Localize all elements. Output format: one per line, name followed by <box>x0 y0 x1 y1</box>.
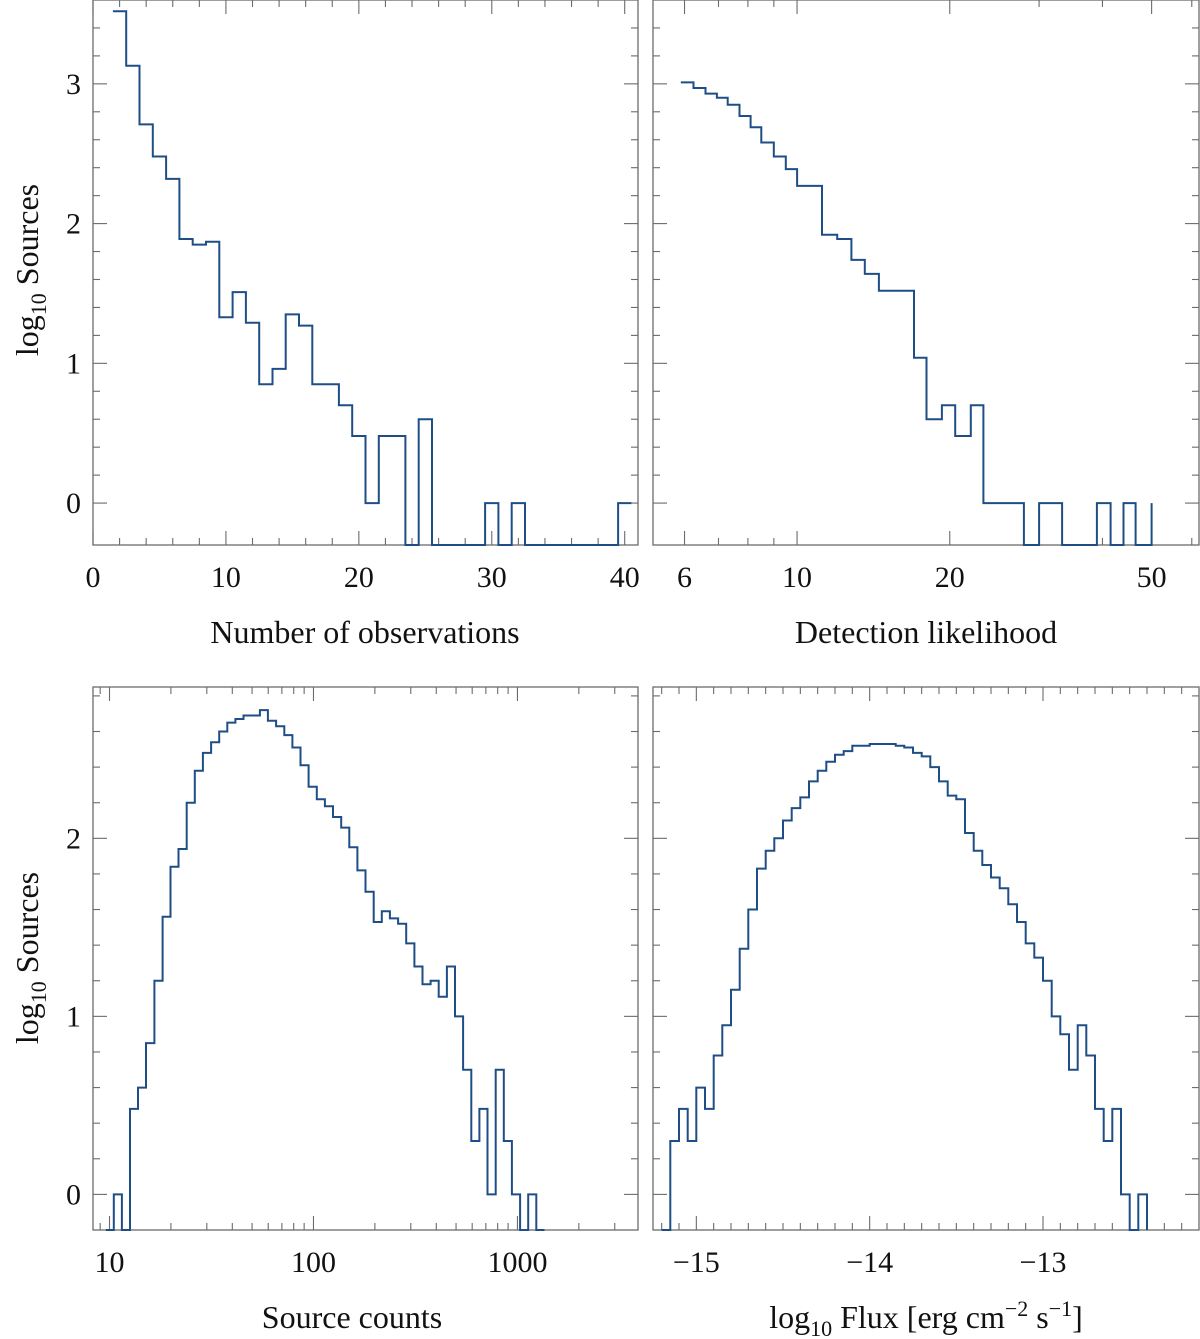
x-tick-label: −15 <box>673 1246 720 1279</box>
x-tick-label: 6 <box>677 561 692 594</box>
y-axis-label: log10 Sources <box>9 184 51 356</box>
plot-frame <box>652 0 1200 546</box>
y-tick-label: 1 <box>66 1000 81 1033</box>
histogram-line <box>105 709 545 1231</box>
x-tick-label: 0 <box>86 561 101 594</box>
panel-source-counts: 10 100 1000 0 1 2 Source counts log10 Sources <box>9 686 639 1335</box>
x-axis-label: Number of observations <box>210 614 519 650</box>
x-axis-label: Detection likelihood <box>795 614 1057 650</box>
tick-labels: 10 100 1000 0 1 2 <box>66 822 547 1279</box>
plot-frame <box>652 686 1200 1231</box>
panel-flux: −15 −14 −13 log10 Flux [erg cm−2 s−1] <box>652 686 1200 1339</box>
x-axis-label: Source counts <box>262 1299 442 1335</box>
y-tick-label: 2 <box>66 822 81 855</box>
axis-ticks <box>653 0 1199 545</box>
x-axis-label: log10 Flux [erg cm−2 s−1] <box>769 1296 1083 1339</box>
plot-frame <box>92 686 639 1231</box>
axis-ticks <box>93 687 638 1230</box>
x-tick-label: 10 <box>782 561 812 594</box>
x-tick-label: 100 <box>291 1246 336 1279</box>
x-tick-label: 40 <box>610 561 640 594</box>
x-tick-label: 10 <box>211 561 241 594</box>
tick-labels: 6 10 20 50 <box>677 561 1167 594</box>
panel-detection-likelihood: 6 10 20 50 Detection likelihood <box>652 0 1200 650</box>
x-tick-label: 1000 <box>487 1246 547 1279</box>
y-tick-label: 1 <box>66 347 81 380</box>
histogram-line <box>661 743 1148 1231</box>
x-tick-label: 10 <box>95 1246 125 1279</box>
x-tick-label: 20 <box>935 561 965 594</box>
y-tick-label: 0 <box>66 487 81 520</box>
x-tick-label: 30 <box>477 561 507 594</box>
axis-ticks <box>92 0 638 545</box>
axis-ticks <box>653 687 1199 1230</box>
x-tick-label: −13 <box>1020 1246 1067 1279</box>
panel-number-of-observations: 0 10 20 30 40 0 1 2 3 Number of observations log… <box>9 0 640 650</box>
plot-frame <box>92 0 639 546</box>
histogram-line <box>680 81 1153 546</box>
tick-labels: 0 10 20 30 40 0 1 2 3 <box>66 68 640 594</box>
x-tick-label: 20 <box>344 561 374 594</box>
tick-labels: −15 −14 −13 <box>673 1246 1067 1279</box>
y-tick-label: 0 <box>66 1178 81 1211</box>
x-tick-label: −14 <box>846 1246 893 1279</box>
histogram-line <box>112 10 632 546</box>
y-axis-label: log10 Sources <box>9 872 51 1044</box>
x-tick-label: 50 <box>1137 561 1167 594</box>
y-tick-label: 3 <box>66 68 81 101</box>
y-tick-label: 2 <box>66 208 81 241</box>
